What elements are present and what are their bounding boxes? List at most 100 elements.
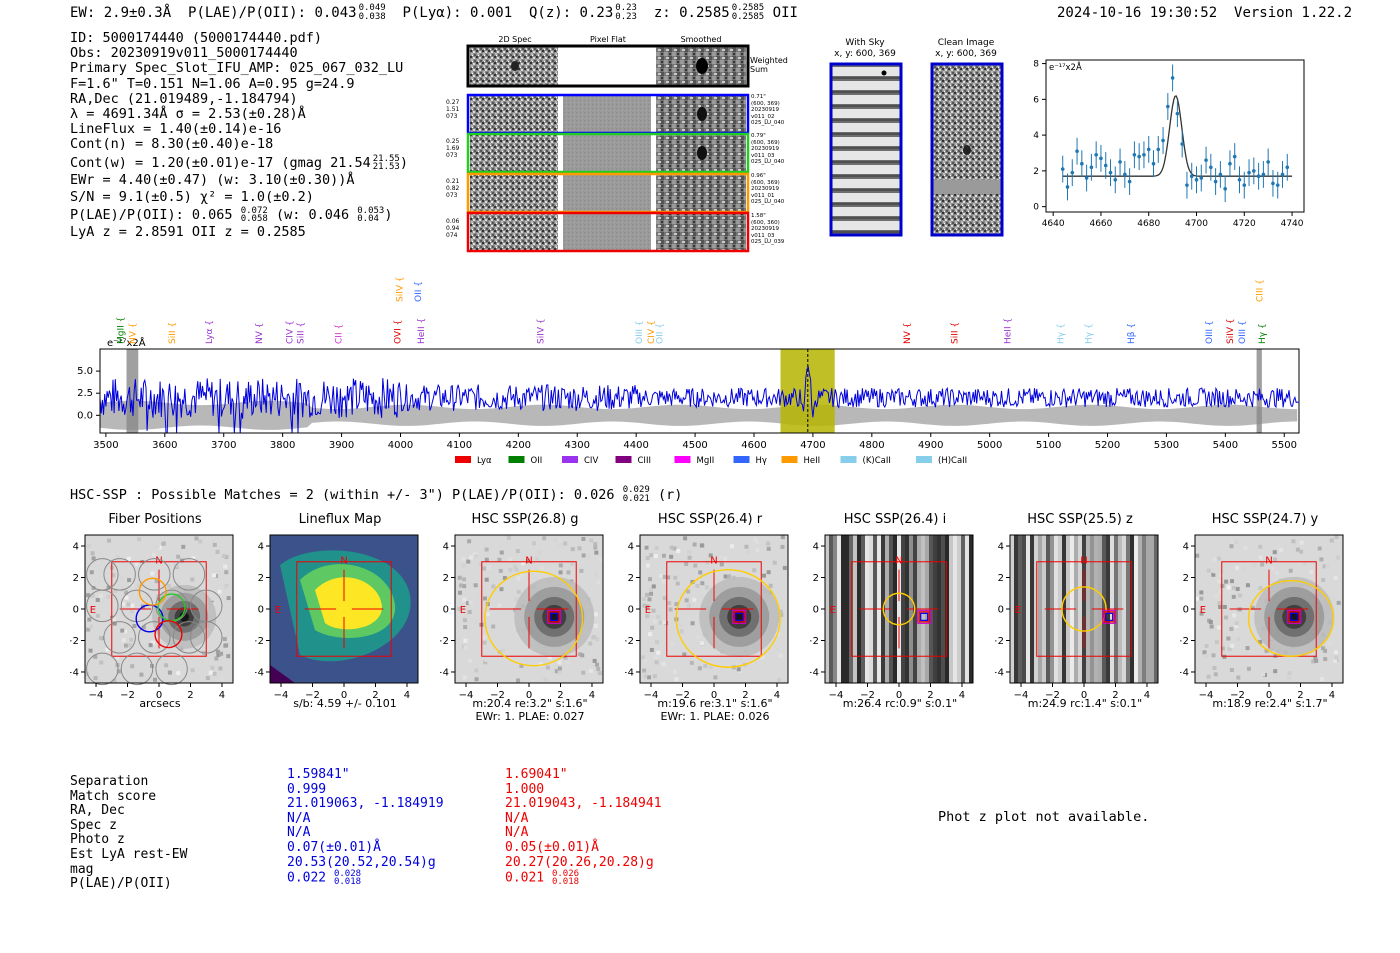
hsc-noise-pixel — [167, 659, 172, 664]
hsc-ytick-label: 4 — [813, 542, 819, 553]
clean-image-coords: x, y: 600, 369 — [935, 49, 997, 59]
info-line: F=1.6" T=0.151 N=1.06 A=0.95 g=24.9 — [70, 75, 355, 92]
red-photo-z: N/A — [505, 825, 529, 841]
hsc-noise-pixel — [203, 602, 208, 607]
hsc-noise-pixel — [1270, 566, 1275, 571]
hsc-noise-pixel — [742, 606, 747, 611]
spec-line-label-text: SiIV { — [537, 318, 547, 344]
aperture-ellipse — [882, 592, 916, 626]
hsc-column-stripe — [961, 535, 965, 683]
hsc-noise-pixel — [746, 550, 751, 555]
hsc-noise-pixel — [573, 636, 578, 641]
spec-legend-label: CIV — [584, 456, 598, 466]
hsc-noise-pixel — [176, 554, 181, 559]
spec-xtick-label: 3700 — [211, 440, 236, 451]
hsc-background — [640, 535, 788, 683]
hsc-column-stripe — [937, 535, 941, 683]
hsc-noise-pixel — [502, 545, 507, 550]
row1-right-labels: 0.71" (600, 369) 20230919 v011_02 025_LU… — [751, 94, 784, 127]
search-box — [481, 561, 577, 657]
spec-legend-item: CIII — [615, 456, 651, 466]
match-marker-red — [918, 611, 930, 623]
hsc-noise-pixel — [1209, 624, 1214, 629]
hsc-noise-pixel — [139, 672, 144, 677]
hsc-noise-pixel — [765, 611, 770, 616]
hsc-noise-pixel — [484, 674, 489, 679]
hsc-noise-pixel — [203, 608, 208, 613]
spec-legend-label: MgII — [697, 456, 715, 466]
hsc-noise-pixel — [675, 581, 680, 586]
hsc-noise-pixel — [763, 588, 768, 593]
hsc-noise-pixel — [674, 617, 679, 622]
galaxy-light — [733, 610, 746, 623]
hsc-noise-pixel — [105, 647, 110, 652]
east-label: E — [645, 605, 651, 616]
hsc-noise-pixel — [593, 623, 598, 628]
header-z: z: 0.2585 — [653, 5, 730, 21]
north-label: N — [340, 555, 347, 566]
hsc-noise-pixel — [1263, 587, 1268, 592]
hsc-ytick-label: 4 — [73, 542, 79, 553]
hsc-noise-pixel — [90, 551, 95, 556]
hsc-noise-pixel — [566, 570, 571, 575]
hsc-noise-pixel — [547, 635, 552, 640]
hsc-noise-pixel — [485, 602, 490, 607]
hsc-noise-pixel — [115, 655, 120, 660]
hsc-xtick-label: −4 — [274, 690, 289, 701]
clean-image-title: Clean Image — [937, 38, 995, 48]
search-box — [666, 561, 762, 657]
hsc-noise-pixel — [126, 602, 131, 607]
hsc-panel-title: HSC SSP(26.8) g — [471, 512, 579, 527]
hsc-noise-pixel — [678, 623, 683, 628]
hsc-noise-pixel — [711, 603, 716, 608]
hsc-noise-pixel — [739, 631, 744, 636]
galaxy-light — [168, 600, 201, 633]
hsc-noise-pixel — [723, 556, 728, 561]
hsc-panel-title: Lineflux Map — [298, 512, 382, 527]
spec-legend-swatch — [733, 456, 750, 463]
hsc-noise-pixel — [598, 557, 603, 562]
match-marker-red — [548, 611, 560, 623]
blue-plae-value: 0.022 — [287, 870, 327, 886]
match-table-labels: Separation Match score RA, Dec Spec z Ph… — [70, 774, 187, 892]
hsc-header-sup: 0.029 — [622, 485, 650, 495]
hsc-noise-pixel — [487, 565, 492, 570]
hsc-noise-pixel — [1311, 659, 1316, 664]
hsc-noise-pixel — [643, 674, 648, 679]
hsc-noise-pixel — [1333, 650, 1338, 655]
spec-xtick-label: 4000 — [388, 440, 413, 451]
hsc-noise-pixel — [121, 638, 126, 643]
hsc-noise-pixel — [641, 597, 646, 602]
hsc-noise-pixel — [539, 566, 544, 571]
hsc-noise-pixel — [693, 563, 698, 568]
hsc-noise-pixel — [554, 599, 559, 604]
hsc-column-stripe — [1090, 535, 1094, 683]
hsc-noise-pixel — [1275, 571, 1280, 576]
hsc-noise-pixel — [749, 592, 754, 597]
fit-point-marker — [1223, 186, 1227, 191]
hsc-noise-pixel — [1258, 544, 1263, 549]
hsc-noise-pixel — [1324, 609, 1329, 614]
hsc-noise-pixel — [727, 623, 732, 628]
fit-data-point — [1275, 171, 1280, 199]
hsc-noise-pixel — [85, 623, 90, 628]
hsc-noise-pixel — [474, 677, 479, 682]
hsc-noise-pixel — [172, 639, 177, 644]
hsc-column-stripe — [897, 535, 901, 683]
hsc-panel-caption-2: EWr: 1. PLAE: 0.027 — [475, 710, 585, 723]
hsc-noise-pixel — [656, 614, 661, 619]
hsc-noise-pixel — [647, 597, 652, 602]
hsc-xtick-label: 4 — [774, 690, 780, 701]
hsc-noise-pixel — [1286, 676, 1291, 681]
match-marker-blue — [735, 612, 744, 621]
spec-xtick-label: 5400 — [1213, 440, 1238, 451]
spec-line-label: OIII { — [1205, 320, 1215, 344]
hsc-noise-pixel — [1322, 564, 1327, 569]
fit-point-marker — [1213, 179, 1218, 184]
hsc-noise-pixel — [1226, 585, 1231, 590]
fit-data-point — [1223, 175, 1227, 203]
hsc-noise-pixel — [1234, 621, 1239, 626]
east-label: E — [1200, 605, 1206, 616]
hsc-xtick-label: 4 — [404, 690, 410, 701]
fit-data-point — [1256, 162, 1261, 190]
